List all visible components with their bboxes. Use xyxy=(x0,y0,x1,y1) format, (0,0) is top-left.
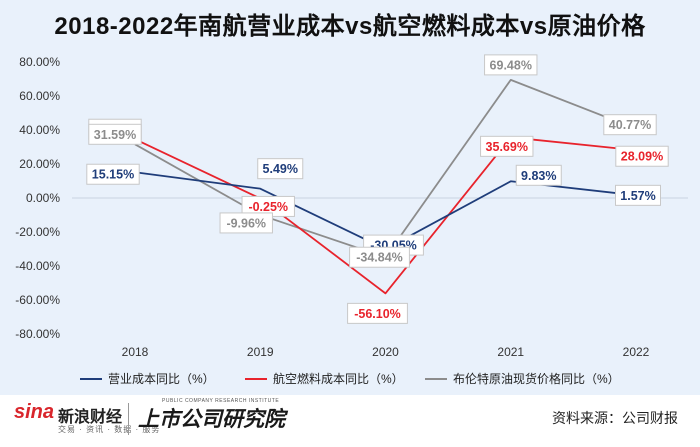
legend-swatch-brent-price xyxy=(425,377,447,380)
legend-swatch-operating-cost xyxy=(80,377,102,380)
data-label-text: 15.15% xyxy=(92,168,134,182)
data-source: 资料来源：公司财报 xyxy=(552,410,678,426)
y-tick-label: -40.00% xyxy=(15,259,60,273)
sina-finance-name: 新浪财经 xyxy=(58,409,123,426)
footer: sina 新浪财经 交易 · 资讯 · 数据 · 服务 PUBLIC COMPA… xyxy=(0,395,700,447)
y-tick-label: -20.00% xyxy=(15,225,60,239)
legend-label-fuel-cost: 航空燃料成本同比（%） xyxy=(273,372,404,386)
y-tick-label: -60.00% xyxy=(15,293,60,307)
data-label-box xyxy=(349,246,410,268)
data-label-box xyxy=(347,302,408,324)
y-tick-label: 0.00% xyxy=(26,191,60,205)
y-tick-label: 60.00% xyxy=(19,89,60,103)
x-tick-label: 2022 xyxy=(623,345,650,359)
data-label-box xyxy=(484,54,538,76)
data-label-box xyxy=(515,164,562,186)
series-line xyxy=(134,136,637,295)
data-label-text: -9.96% xyxy=(226,216,266,230)
data-label-text: 5.49% xyxy=(263,162,298,176)
data-label-text: 35.69% xyxy=(486,140,528,154)
data-label-box xyxy=(615,145,669,167)
x-tick-label: 2018 xyxy=(122,345,149,359)
legend-item-operating-cost: 营业成本同比（%） xyxy=(80,370,215,387)
chart-title: 2018-2022年南航营业成本vs航空燃料成本vs原油价格 xyxy=(54,13,646,40)
data-label-layer: 15.15%5.49%-30.05%9.83%1.57%34.57%-0.25%… xyxy=(86,54,669,324)
data-label-text: -0.25% xyxy=(248,200,288,214)
data-label-text: -34.84% xyxy=(356,251,403,265)
data-label-text: 40.77% xyxy=(609,118,651,132)
sina-finance-tagline: 交易 · 资讯 · 数据 · 服务 xyxy=(58,425,161,434)
y-tick-label: 40.00% xyxy=(19,123,60,137)
y-tick-label: -80.00% xyxy=(15,327,60,341)
data-label-box xyxy=(603,114,657,136)
data-label: 35.69% xyxy=(480,135,534,157)
data-label: -56.10% xyxy=(347,302,408,324)
data-label: -34.84% xyxy=(349,246,410,268)
data-label-text: -56.10% xyxy=(354,307,401,321)
institute-tagline: PUBLIC COMPANY RESEARCH INSTITUTE xyxy=(162,398,280,404)
data-label: 40.77% xyxy=(603,114,657,136)
data-label-text: 28.09% xyxy=(621,150,663,164)
data-label: 1.57% xyxy=(615,184,661,206)
data-label: 69.48% xyxy=(484,54,538,76)
data-label-box xyxy=(219,212,273,234)
legend-swatch-fuel-cost xyxy=(245,377,267,380)
y-tick-label: 20.00% xyxy=(19,157,60,171)
data-label: 15.15% xyxy=(86,163,140,185)
data-label: 28.09% xyxy=(615,145,669,167)
y-tick-label: 80.00% xyxy=(19,55,60,69)
institute-name: 上市公司研究院 xyxy=(138,408,285,431)
data-label-text: 31.59% xyxy=(94,128,136,142)
data-label-box xyxy=(615,184,661,206)
data-label-text: 9.83% xyxy=(521,169,556,183)
data-label: -9.96% xyxy=(219,212,273,234)
data-label-box xyxy=(257,158,304,180)
legend: 营业成本同比（%） 航空燃料成本同比（%） 布伦特原油现货价格同比（%） xyxy=(80,370,680,388)
data-label-box xyxy=(480,135,534,157)
data-label-text: 1.57% xyxy=(620,189,655,203)
data-label-box xyxy=(86,163,140,185)
data-label-box xyxy=(88,123,142,145)
logo-divider xyxy=(128,403,129,435)
data-label-text: 69.48% xyxy=(490,58,532,72)
x-tick-label: 2019 xyxy=(247,345,274,359)
x-tick-label: 2021 xyxy=(497,345,524,359)
legend-item-brent-price: 布伦特原油现货价格同比（%） xyxy=(425,370,620,387)
legend-label-brent-price: 布伦特原油现货价格同比（%） xyxy=(453,372,620,386)
x-tick-label: 2020 xyxy=(372,345,399,359)
legend-label-operating-cost: 营业成本同比（%） xyxy=(108,372,215,386)
data-label: 9.83% xyxy=(515,164,562,186)
data-label: 5.49% xyxy=(257,158,304,180)
data-label: -0.25% xyxy=(241,195,295,217)
legend-item-fuel-cost: 航空燃料成本同比（%） xyxy=(245,370,404,387)
data-label: 31.59% xyxy=(88,123,142,145)
sina-logo: sina xyxy=(14,401,55,423)
line-chart: 80.00% 60.00% 40.00% 20.00% 0.00% -20.00% -40.… xyxy=(15,54,688,359)
